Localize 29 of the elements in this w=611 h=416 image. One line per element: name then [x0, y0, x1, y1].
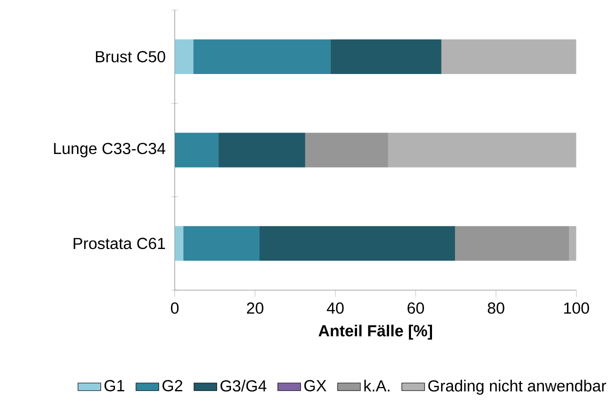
bar	[183, 226, 260, 261]
bar	[174, 226, 184, 261]
y-tick-label: Brust C50	[96, 50, 166, 62]
bar	[218, 132, 306, 168]
bar	[259, 226, 456, 261]
bar	[330, 39, 442, 74]
bar	[441, 39, 576, 74]
bar	[174, 132, 219, 168]
x-tick-label: 40	[326, 302, 344, 314]
x-tick-label: 20	[246, 302, 264, 314]
bar	[174, 39, 194, 74]
x-tick-label: 100	[564, 302, 590, 314]
x-tick-label: 80	[488, 302, 504, 314]
y-tick-label: Lunge C33-C34	[54, 142, 166, 158]
legend-label: G3/G4	[220, 380, 266, 392]
bar	[305, 132, 388, 168]
legend-label: k.A.	[364, 380, 390, 392]
bar	[193, 39, 331, 74]
legend-label: G1	[104, 380, 124, 392]
x-tick-label: 60	[408, 302, 424, 314]
bar	[455, 226, 570, 261]
legend-label: Grading nicht anwendbar	[428, 380, 606, 395]
bar	[388, 132, 576, 168]
legend-label: GX	[304, 380, 326, 392]
x-tick-label: 0	[170, 302, 179, 314]
y-tick-label: Prostata C61	[74, 238, 166, 250]
bar	[569, 226, 576, 261]
legend-label: G2	[162, 380, 182, 392]
x-axis-title: Anteil Fälle [%]	[318, 324, 432, 340]
